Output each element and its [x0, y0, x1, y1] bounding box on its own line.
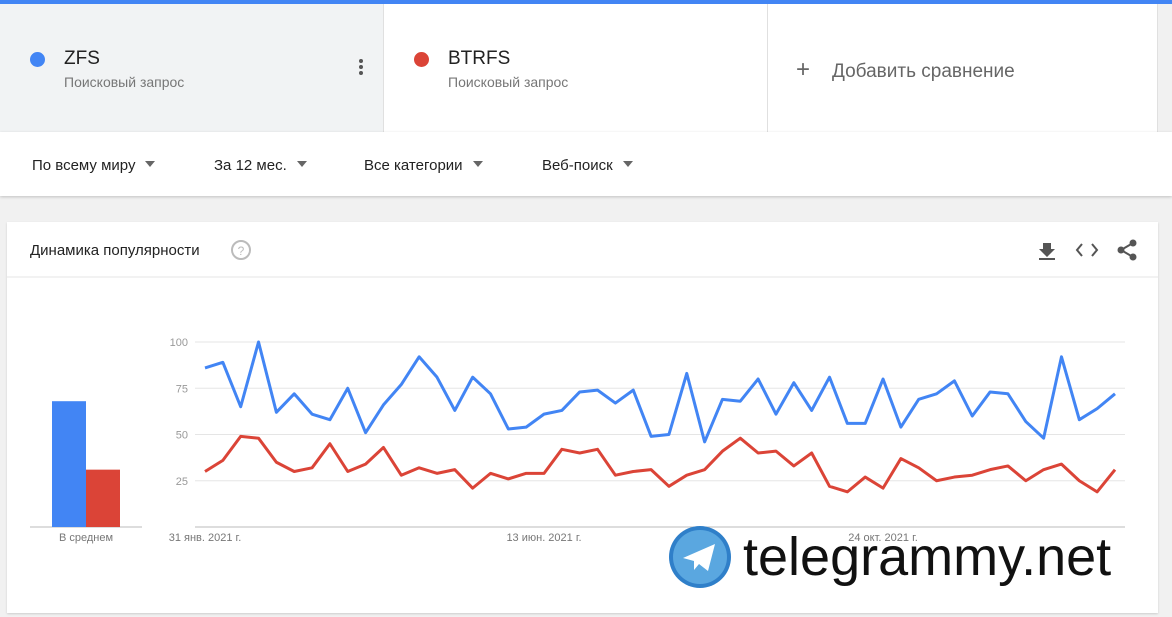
y-tick-label: 100 — [170, 337, 188, 349]
term-dot — [30, 52, 45, 67]
add-compare[interactable]: + Добавить сравнение — [768, 4, 1158, 132]
watermark: telegrammy.net — [669, 526, 1112, 588]
term-card[interactable]: BTRFS Поисковый запрос — [384, 4, 768, 132]
term-name: BTRFS — [448, 48, 511, 69]
y-tick-label: 50 — [176, 430, 188, 442]
watermark-text: telegrammy.net — [743, 527, 1111, 587]
x-tick-label: 13 июн. 2021 г. — [506, 532, 581, 544]
download-icon[interactable] — [1039, 243, 1055, 260]
x-tick-label: 31 янв. 2021 г. — [169, 532, 242, 544]
compare-header: ZFS Поисковый запрос BTRFS Поисковый зап… — [0, 4, 1158, 133]
chart-title: Динамика популярности — [30, 242, 200, 259]
term-type: Поисковый запрос — [448, 74, 569, 90]
term-dot — [414, 52, 429, 67]
share-icon[interactable] — [1117, 239, 1137, 261]
filter[interactable]: Все категории — [364, 157, 483, 174]
help-icon-mark: ? — [238, 244, 245, 258]
x-tick-label: 24 окт. 2021 г. — [848, 532, 918, 544]
average-bar — [86, 469, 120, 527]
chart-card — [7, 222, 1158, 613]
filter[interactable]: Веб-поиск — [542, 157, 633, 174]
filters: По всему миру За 12 мес. Все категории В… — [0, 132, 1172, 196]
plus-icon: + — [796, 56, 811, 83]
term-name: ZFS — [64, 48, 100, 69]
series-line — [204, 434, 1117, 494]
term-card[interactable]: ZFS Поисковый запрос — [0, 4, 384, 132]
filter[interactable]: За 12 мес. — [214, 157, 307, 174]
add-label: Добавить сравнение — [832, 61, 1015, 82]
top-bar — [0, 0, 1172, 4]
term-type: Поисковый запрос — [64, 74, 185, 90]
series-line — [204, 340, 1116, 444]
filter[interactable]: По всему миру — [32, 157, 155, 174]
y-tick-label: 25 — [176, 476, 188, 488]
help-icon[interactable] — [231, 240, 251, 260]
y-tick-label: 75 — [176, 383, 188, 395]
average-bar — [52, 401, 86, 527]
average-label: В среднем — [59, 532, 113, 544]
embed-icon[interactable] — [1075, 243, 1099, 257]
more-icon[interactable] — [356, 58, 366, 78]
